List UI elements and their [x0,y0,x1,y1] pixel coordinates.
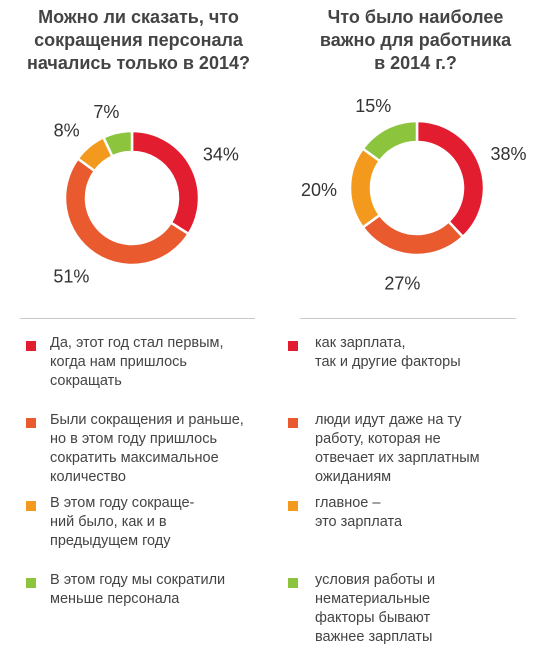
legend-label-line: когда нам пришлось [50,354,187,370]
legend-swatch-amber [288,501,298,511]
legend-label: В этом году мы сократили меньше персонал… [50,571,225,609]
legend-swatch-amber [26,501,36,511]
legend-label-line: работу, которая не [315,431,441,447]
legend-label-line: как зарплата, [315,335,406,351]
legend-label-line: В этом году мы сократили [50,572,226,588]
legend-label-line: Были сокращения и раньше, [50,412,244,428]
legend-label-line: это зарплата [315,514,403,530]
donut-slice [361,213,465,257]
donut-slice [361,119,419,163]
slice-value-label: 27% [384,274,420,294]
slice-value-label: 34% [203,145,239,165]
chart-title-line: важно для работника [319,30,512,50]
legend-label-line: В этом году сокраще- [50,495,195,511]
legend-label: Были сокращения и раньше, но в этом году… [50,411,244,487]
chart-title: Что было наиболее важно для работника в … [277,6,554,75]
legend-label-line: сократить максимальное [50,450,219,466]
legend-swatch-green [26,578,36,588]
slice-value-label: 38% [491,144,527,164]
slice-value-label: 20% [301,180,337,200]
legend-label: условия работы и нематериальные факторы … [315,571,435,647]
legend-swatch-green [288,578,298,588]
legend-label-line: ний было, как и в [50,514,167,530]
slice-value-label: 51% [53,266,89,286]
legend-label-line: главное – [315,495,381,511]
chart-title-line: в 2014 г.? [374,53,457,73]
donut-slice [63,156,191,267]
donut-slice [415,119,486,239]
legend-label: В этом году сокраще- ний было, как и в п… [50,494,194,551]
legend-label-line: но в этом году пришлось [50,431,218,447]
legend-label-line: ожиданиям [315,469,392,485]
chart-title: Можно ли сказать, что сокращения персона… [0,6,277,75]
chart-title-line: сокращения персонала [34,30,243,50]
donut-slice [348,146,382,230]
legend-label-line: меньше персонала [50,591,180,607]
legend-label-line: предыдущем году [50,533,171,549]
legend-label-line: количество [50,469,126,485]
legend-label-line: так и другие факторы [315,354,461,370]
legend-label: люди идут даже на ту работу, которая не … [315,411,480,487]
chart-title-line: начались только в 2014? [27,53,250,73]
legend-label: главное – это зарплата [315,494,402,532]
legend-label: Да, этот год стал первым, когда нам приш… [50,334,224,391]
chart-title-line: Что было наиболее [327,7,504,27]
legend-label-line: нематериальные [315,591,431,607]
donut-slice [101,129,134,159]
legend-label-line: Да, этот год стал первым, [50,335,224,351]
donut-chart: 34% 51% 8% 7% [53,102,239,286]
legend-label-line: сокращать [50,373,122,389]
legend-swatch-orange [288,418,298,428]
slice-value-label: 15% [355,96,391,116]
legend-label-line: факторы бывают [315,610,431,626]
divider [20,318,255,319]
legend-swatch-red [26,341,36,351]
slice-value-label: 8% [54,121,80,141]
legend-label: как зарплата, так и другие факторы [315,334,461,372]
legend-label-line: отвечает их зарплатным [315,450,480,466]
divider [300,318,516,319]
legend-label-line: условия работы и [315,572,436,588]
legend-label-line: люди идут даже на ту [315,412,462,428]
legend-swatch-red [288,341,298,351]
chart-title-line: Можно ли сказать, что [38,7,239,27]
donut-chart: 38% 27% 20% 15% [301,96,527,294]
legend-swatch-orange [26,418,36,428]
legend-label-line: важнее зарплаты [315,629,433,645]
donut-slice [130,129,201,236]
slice-value-label: 7% [93,102,119,122]
